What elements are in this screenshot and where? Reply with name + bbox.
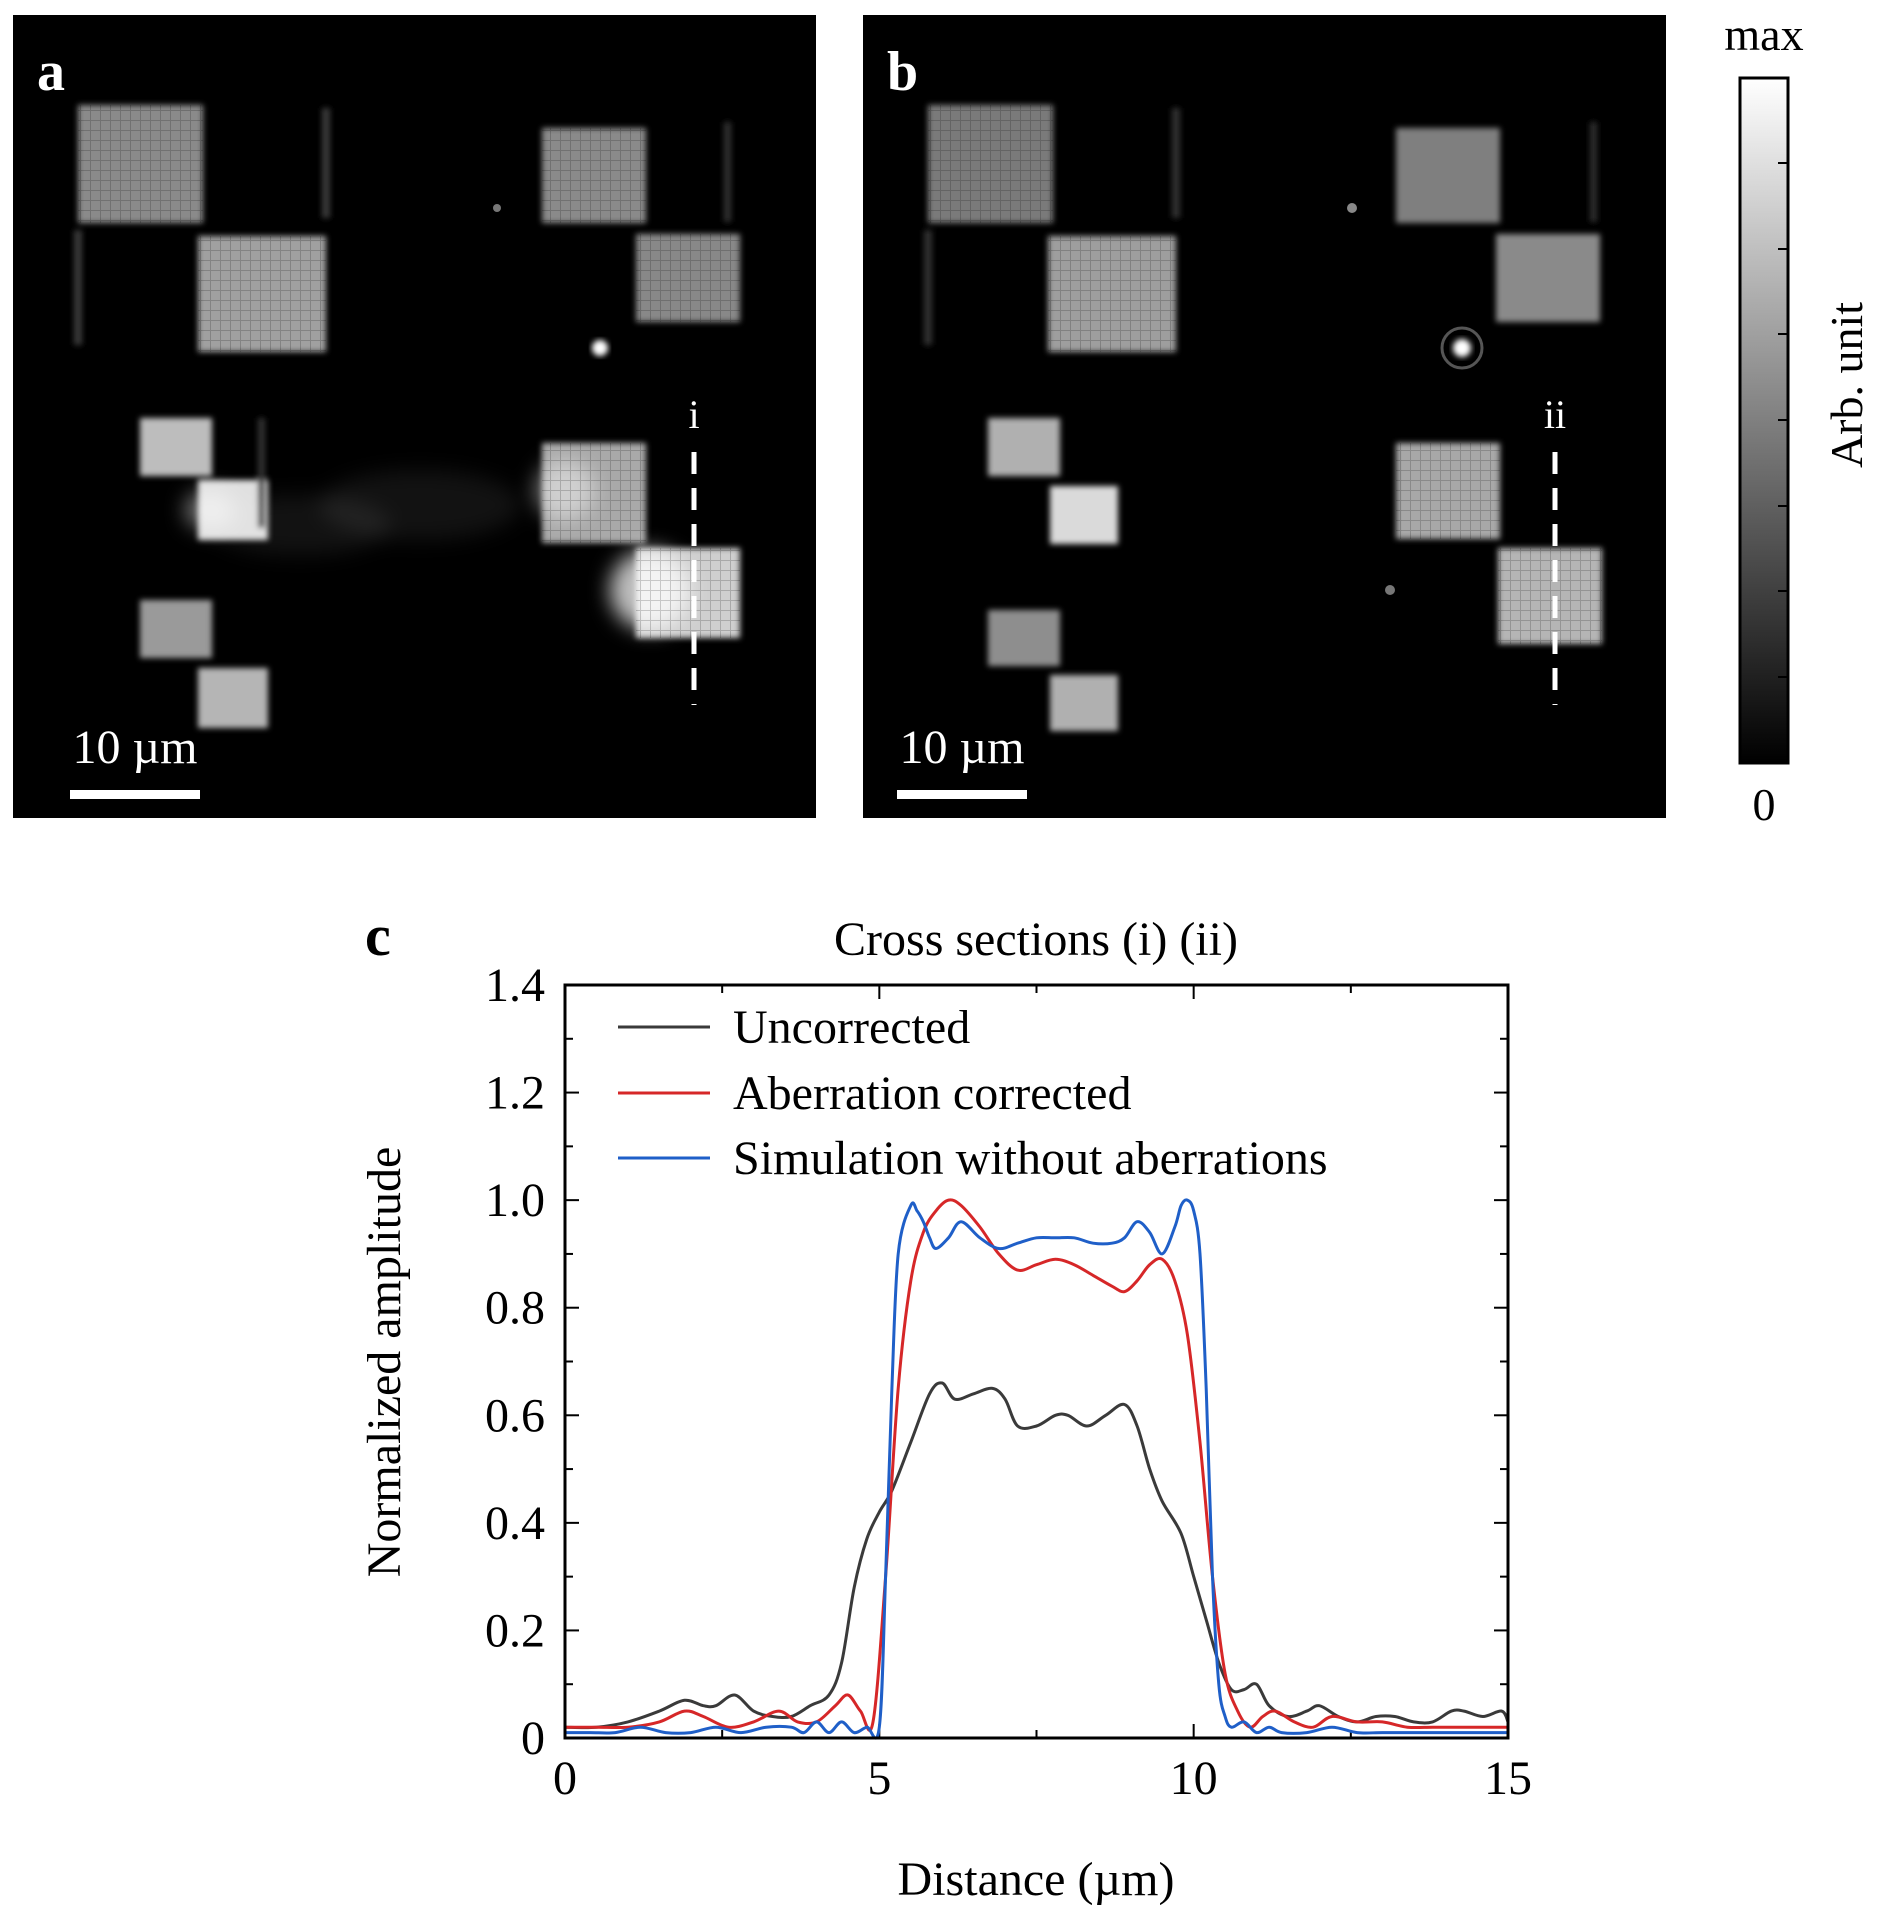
y-tick-label-1-0: 1.0 xyxy=(485,1174,545,1227)
colorbar-max-label: max xyxy=(1724,9,1803,60)
y-tick-label-1-4: 1.4 xyxy=(485,959,545,1012)
y-tick-label-1-2: 1.2 xyxy=(485,1067,545,1120)
panel-a-letter: a xyxy=(37,41,65,103)
chart-lines xyxy=(564,1198,1510,1740)
panel-b-bright-spot xyxy=(1453,339,1471,357)
panel-a-section-label: i xyxy=(688,392,699,437)
panel-a-bright-spot xyxy=(592,340,608,356)
y-tick-label-0-2: 0.2 xyxy=(485,1604,545,1657)
panel-b: ii b 10 µm xyxy=(863,15,1666,818)
chart-title: Cross sections (i) (ii) xyxy=(834,913,1238,966)
legend-label-simulation: Simulation without aberrations xyxy=(733,1132,1328,1185)
legend: Uncorrected Aberration corrected Simulat… xyxy=(618,1001,1328,1185)
panel-a: i a 10 µm xyxy=(13,15,816,818)
panel-a-faint-spot xyxy=(493,204,501,212)
x-tick-label-15: 15 xyxy=(1484,1752,1532,1805)
panel-b-letter: b xyxy=(887,41,918,103)
series-line-uncorrected xyxy=(564,1381,1510,1730)
panel-a-scalebar xyxy=(70,790,200,799)
y-tick-label-0-6: 0.6 xyxy=(485,1389,545,1442)
panel-a-scalebar-label: 10 µm xyxy=(73,721,198,774)
panel-b-ring xyxy=(1440,326,1484,370)
panel-c-letter: c xyxy=(365,903,391,968)
legend-label-uncorrected: Uncorrected xyxy=(733,1001,970,1054)
y-tick-label-0: 0 xyxy=(521,1712,545,1765)
colorbar-min-label: 0 xyxy=(1753,779,1776,830)
panel-b-faint-spot xyxy=(1347,203,1357,213)
chart-ticks: 0 5 10 15 0 0.2 0.4 0.6 0.8 1.0 1.2 1.4 xyxy=(485,959,1532,1805)
plot-frame xyxy=(563,983,1510,1740)
panel-c: c Cross sections (i) (ii) 0 5 10 1500.20.40… xyxy=(358,903,1532,1906)
panel-b-grid-texture xyxy=(928,105,1602,644)
series-line-simulation xyxy=(565,1198,1508,1740)
panel-a-grid-texture xyxy=(78,105,740,638)
y-tick-label-0-8: 0.8 xyxy=(485,1282,545,1335)
colorbar: max 0 Arb. unit xyxy=(1724,9,1872,830)
panel-b-scalebar-label: 10 µm xyxy=(900,721,1025,774)
x-tick-label-0: 0 xyxy=(553,1752,577,1805)
panel-b-scalebar xyxy=(897,790,1027,799)
y-axis-label: Normalized amplitude xyxy=(358,1147,411,1578)
panel-b-faint-spot-2 xyxy=(1385,585,1395,595)
colorbar-ticks xyxy=(1778,162,1788,678)
panel-b-section-label: ii xyxy=(1544,392,1566,437)
legend-label-corrected: Aberration corrected xyxy=(733,1067,1131,1120)
colorbar-axis-label: Arb. unit xyxy=(1821,302,1872,468)
x-axis-label: Distance (µm) xyxy=(898,1853,1175,1906)
series-line-corrected xyxy=(565,1198,1509,1732)
y-tick-label-0-4: 0.4 xyxy=(485,1497,545,1550)
x-tick-label-10: 10 xyxy=(1170,1752,1218,1805)
x-tick-label-5: 5 xyxy=(867,1752,891,1805)
